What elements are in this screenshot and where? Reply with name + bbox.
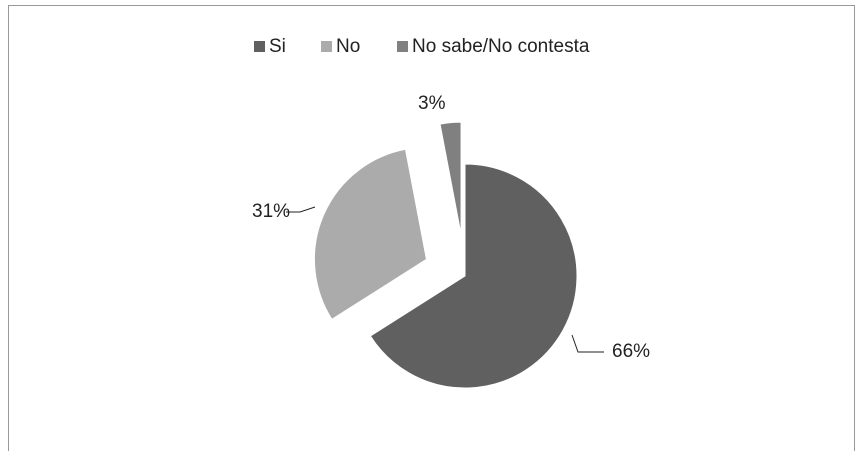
pie-slice bbox=[313, 148, 428, 321]
legend-label: Si bbox=[269, 36, 286, 57]
legend-swatch bbox=[254, 41, 265, 52]
legend-label: No sabe/No contesta bbox=[412, 36, 590, 57]
legend-label: No bbox=[336, 36, 360, 57]
data-label: 31% bbox=[252, 201, 290, 222]
data-label: 66% bbox=[612, 341, 650, 362]
data-label: 3% bbox=[418, 93, 446, 114]
leader-line bbox=[286, 206, 316, 213]
leader-line bbox=[571, 334, 604, 353]
pie-slice bbox=[369, 163, 578, 389]
legend-swatch bbox=[397, 41, 408, 52]
legend-swatch bbox=[321, 41, 332, 52]
chart-border bbox=[8, 5, 855, 451]
pie-slice bbox=[439, 121, 462, 235]
